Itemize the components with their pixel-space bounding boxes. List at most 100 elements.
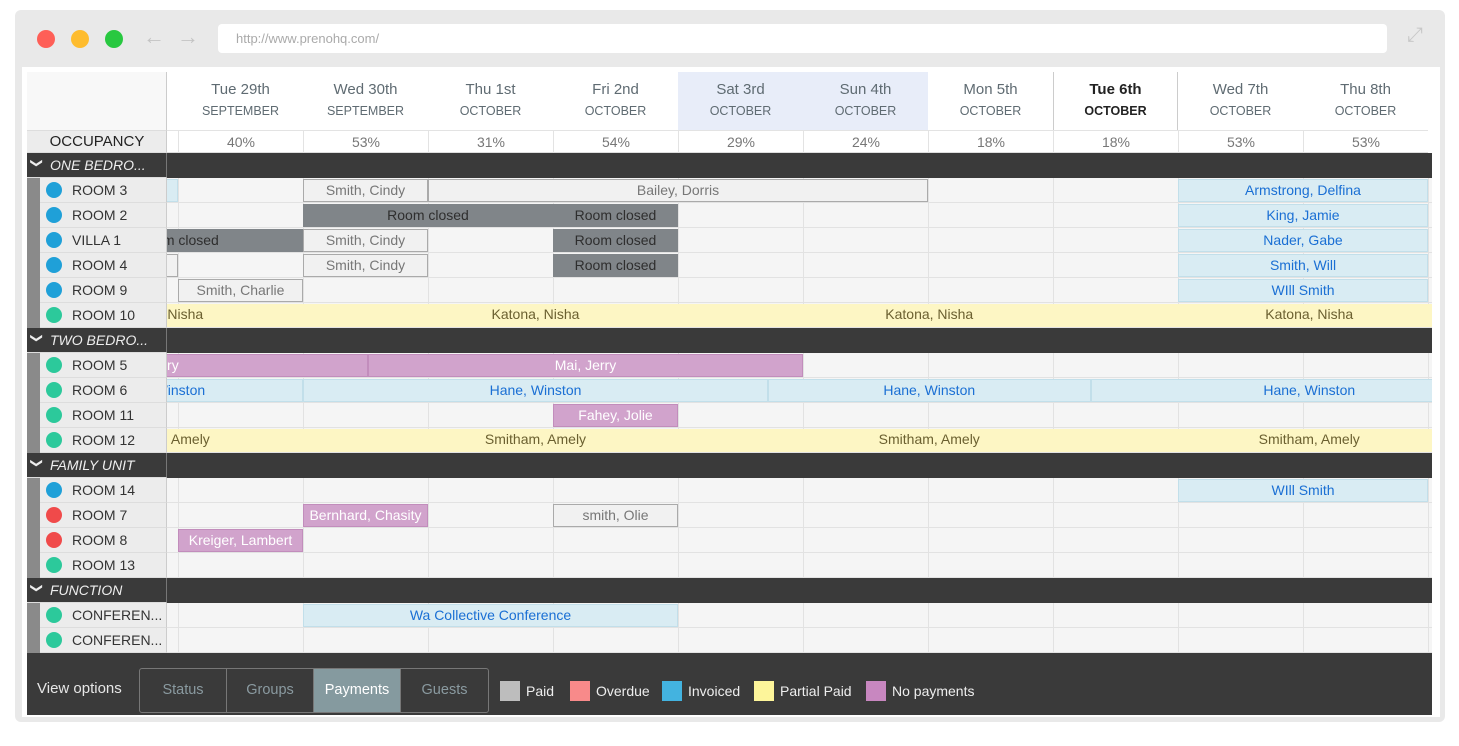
day-label: Tue 29th (211, 81, 270, 98)
forward-arrow-icon[interactable]: → (177, 24, 199, 49)
room-label[interactable]: CONFEREN... (27, 628, 167, 653)
room-row: Wa Collective Conference (167, 603, 1432, 628)
booking-invoiced[interactable]: Hane, Winston (768, 379, 1091, 402)
room-label[interactable]: ROOM 8 (27, 528, 167, 553)
day-header[interactable]: Wed 7th OCTOBER (1178, 72, 1303, 130)
grid-line (678, 628, 679, 653)
chevron-down-icon[interactable]: ❯ (30, 157, 45, 169)
booking-invoiced[interactable]: WIll Smith (1178, 479, 1428, 502)
group-row (167, 153, 1432, 178)
booking-closed[interactable]: Room closed (167, 229, 303, 252)
booking-partial[interactable]: Katona, Nisha (768, 304, 1091, 327)
day-header[interactable]: Sat 3rd OCTOBER (678, 72, 803, 130)
month-label: OCTOBER (959, 104, 1022, 118)
room-label[interactable]: ROOM 4 (27, 253, 167, 278)
booking-closed[interactable]: Room closed (553, 254, 678, 277)
booking-partial[interactable]: Katona, Nisha (303, 304, 768, 327)
booking-paid[interactable]: Smith, Cindy (303, 254, 428, 277)
booking-invoiced[interactable]: Nader, Gabe (1178, 229, 1428, 252)
room-label[interactable]: ROOM 14 (27, 478, 167, 503)
grid-line (1303, 353, 1304, 378)
room-row (167, 628, 1432, 653)
booking-nopay[interactable]: Mai, Jerry (167, 354, 368, 377)
day-header[interactable]: Tue 6th OCTOBER (1053, 72, 1178, 130)
occupancy-value: 24% (803, 130, 928, 153)
booking-closed[interactable]: Room closed (303, 204, 553, 227)
room-label[interactable]: ROOM 2 (27, 203, 167, 228)
room-label[interactable]: CONFEREN... (27, 603, 167, 628)
expand-icon[interactable]: ⤢ (1407, 24, 1423, 46)
day-header[interactable]: Sun 4th OCTOBER (803, 72, 928, 130)
booking-invoiced[interactable]: King, Jamie (1178, 204, 1428, 227)
booking-invoiced[interactable]: Smith, Will (1178, 254, 1428, 277)
booking-paid[interactable]: Bailey, Dorris (428, 179, 928, 202)
booking-nopay[interactable]: Bernhard, Chasity (303, 504, 428, 527)
group-header[interactable]: ❯ FAMILY UNIT (27, 453, 167, 478)
booking-partial[interactable]: Katona, Nisha (167, 304, 303, 327)
grid-line (803, 253, 804, 278)
minimize-window-button[interactable] (71, 30, 89, 48)
back-arrow-icon[interactable]: ← (143, 24, 165, 49)
room-label[interactable]: ROOM 3 (27, 178, 167, 203)
room-label[interactable]: ROOM 5 (27, 353, 167, 378)
booking-invoiced[interactable]: Hane, Winston (1090, 379, 1432, 402)
day-header[interactable]: Mon 5th OCTOBER (928, 72, 1053, 130)
booking-paid[interactable]: Smith, Cindy (303, 179, 428, 202)
grid-line (553, 478, 554, 503)
booking-paid[interactable] (167, 254, 178, 277)
calendar-grid: Tue 29th SEPTEMBER 40% Wed 30th SEPTEMBER 53%… (167, 72, 1432, 653)
day-header[interactable]: Thu 1st OCTOBER (428, 72, 553, 130)
day-header[interactable]: Thu 8th OCTOBER (1303, 72, 1428, 130)
room-label[interactable]: ROOM 7 (27, 503, 167, 528)
month-label: OCTOBER (459, 104, 522, 118)
room-label[interactable]: ROOM 11 (27, 403, 167, 428)
group-header[interactable]: ❯ TWO BEDRO... (27, 328, 167, 353)
room-label[interactable]: ROOM 6 (27, 378, 167, 403)
booking-partial[interactable]: Smitham, Amely (167, 429, 303, 452)
chevron-down-icon[interactable]: ❯ (30, 332, 45, 344)
booking-nopay[interactable]: Fahey, Jolie (553, 404, 678, 427)
address-bar[interactable]: http://www.prenohq.com/ (218, 24, 1387, 53)
day-header[interactable]: Wed 30th SEPTEMBER (303, 72, 428, 130)
booking-partial[interactable]: Smitham, Amely (768, 429, 1091, 452)
booking-nopay[interactable]: Kreiger, Lambert (178, 529, 303, 552)
room-stripe (27, 628, 40, 653)
booking-invoiced[interactable]: WIll Smith (1178, 279, 1428, 302)
grid-line (803, 553, 804, 578)
booking-invoiced[interactable]: Wa Collective Conference (303, 604, 678, 627)
booking-partial[interactable]: Smitham, Amely (1090, 429, 1432, 452)
booking-partial[interactable]: Katona, Nisha (1090, 304, 1432, 327)
room-label[interactable]: ROOM 10 (27, 303, 167, 328)
booking-invoiced[interactable] (167, 179, 178, 202)
tab-groups[interactable]: Groups (227, 669, 314, 712)
booking-invoiced[interactable]: Hane, Winston (303, 379, 768, 402)
occupancy-value: 18% (1053, 130, 1178, 153)
chevron-down-icon[interactable]: ❯ (30, 457, 45, 469)
booking-nopay[interactable]: Mai, Jerry (368, 354, 803, 377)
booking-closed[interactable]: Room closed (553, 204, 678, 227)
booking-paid[interactable]: Smith, Cindy (303, 229, 428, 252)
maximize-window-button[interactable] (105, 30, 123, 48)
room-label[interactable]: ROOM 13 (27, 553, 167, 578)
close-window-button[interactable] (37, 30, 55, 48)
booking-paid[interactable]: Smith, Charlie (178, 279, 303, 302)
group-header[interactable]: ❯ ONE BEDRO... (27, 153, 167, 178)
tab-guests[interactable]: Guests (421, 682, 468, 698)
day-label: Thu 1st (465, 81, 516, 98)
chevron-down-icon[interactable]: ❯ (30, 582, 45, 594)
room-label[interactable]: ROOM 12 (27, 428, 167, 453)
booking-partial[interactable]: Smitham, Amely (303, 429, 768, 452)
tab-status[interactable]: Status (140, 669, 227, 712)
day-header[interactable]: Fri 2nd OCTOBER (553, 72, 678, 130)
booking-invoiced[interactable]: Armstrong, Delfina (1178, 179, 1428, 202)
room-label[interactable]: VILLA 1 (27, 228, 167, 253)
tab-payments[interactable]: Payments (314, 669, 401, 712)
booking-closed[interactable]: Room closed (553, 229, 678, 252)
booking-paid[interactable]: smith, Olie (553, 504, 678, 527)
room-row: Smith, Cindy Bailey, Dorris Armstrong, Del… (167, 178, 1432, 203)
group-header[interactable]: ❯ FUNCTION (27, 578, 167, 603)
day-header[interactable]: Tue 29th SEPTEMBER (178, 72, 303, 130)
booking-invoiced[interactable]: Hane, Winston (167, 379, 303, 402)
room-label[interactable]: ROOM 9 (27, 278, 167, 303)
grid-line (553, 528, 554, 553)
